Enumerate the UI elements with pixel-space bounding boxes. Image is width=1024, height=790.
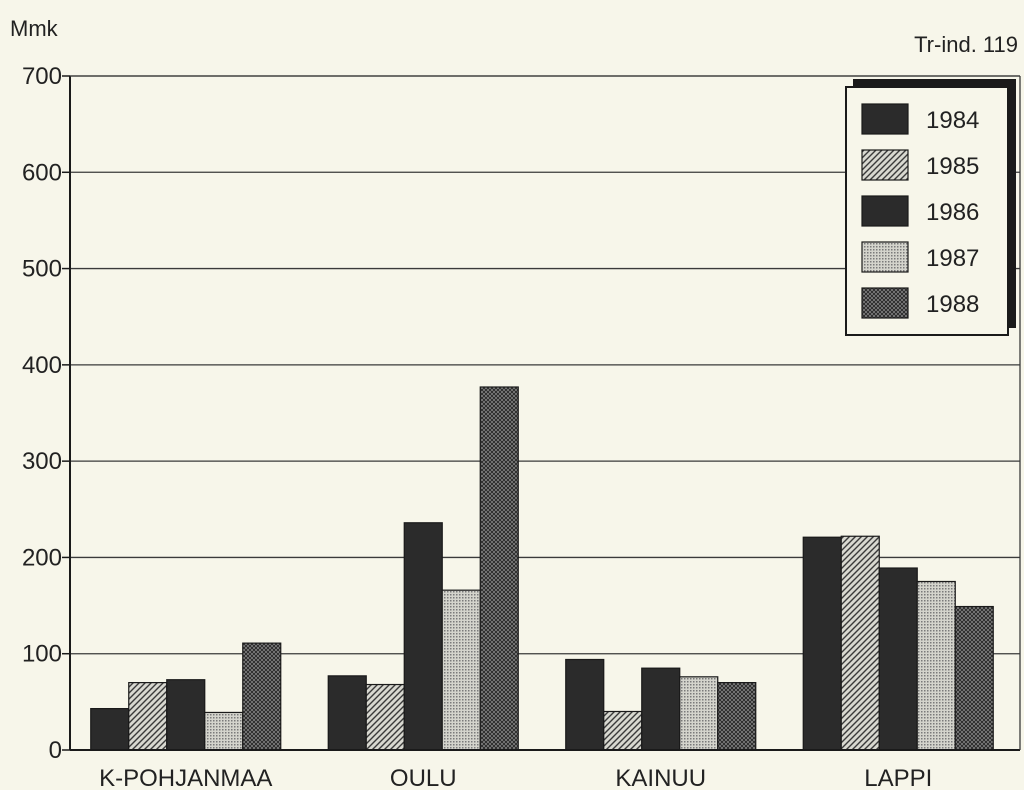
y-tick-label: 100 — [22, 641, 62, 668]
bar-1986-kainuu — [641, 667, 681, 751]
legend-swatch-1988 — [861, 287, 909, 319]
legend-label-1986: 1986 — [926, 199, 979, 226]
legend-label-1984: 1984 — [926, 107, 979, 134]
bar-1987-k-pohjanmaa — [204, 711, 244, 751]
bar-1984-lappi — [802, 536, 842, 751]
bar-1986-lappi — [878, 567, 918, 751]
bar-1985-lappi — [840, 535, 880, 751]
bar-1988-kainuu — [717, 681, 757, 751]
legend-label-1985: 1985 — [926, 153, 979, 180]
legend-swatch-1987 — [861, 241, 909, 273]
bar-1988-k-pohjanmaa — [242, 642, 282, 751]
bar-1984-kainuu — [565, 658, 605, 751]
bar-1987-kainuu — [679, 676, 719, 751]
bar-1986-oulu — [403, 522, 443, 751]
bar-1985-k-pohjanmaa — [128, 681, 168, 751]
x-category-label: K-POHJANMAA — [99, 765, 272, 790]
y-tick-label: 600 — [22, 159, 62, 186]
bar-1985-kainuu — [603, 710, 643, 751]
chart-note: Tr-ind. 119 — [914, 32, 1018, 57]
legend-swatch-1984 — [861, 103, 909, 135]
x-category-label: KAINUU — [615, 765, 706, 790]
bar-1988-oulu — [479, 386, 519, 751]
bar-1987-lappi — [916, 580, 956, 751]
y-axis-unit-label: Mmk — [10, 16, 59, 41]
x-category-label: LAPPI — [864, 765, 932, 790]
y-tick-label: 500 — [22, 256, 62, 283]
legend-swatch-1985 — [861, 149, 909, 181]
bars-layer — [90, 386, 994, 751]
legend-label-1988: 1988 — [926, 291, 979, 318]
y-tick-label: 700 — [22, 63, 62, 90]
legend-items: 1984 1985 1986 1987 1988 — [861, 103, 979, 319]
axis-layer: 0 100 200 300 400 500 600 700 K-POHJANMAA OULU KAI… — [22, 63, 1021, 790]
y-tick-label: 300 — [22, 448, 62, 475]
y-tick-label: 200 — [22, 544, 62, 571]
bar-1984-oulu — [327, 675, 367, 751]
legend: 1984 1985 1986 1987 1988 — [845, 79, 1016, 336]
bar-1985-oulu — [365, 683, 405, 751]
bar-1987-oulu — [441, 589, 481, 751]
y-tick-label: 400 — [22, 352, 62, 379]
legend-swatch-1986 — [861, 195, 909, 227]
bar-1984-k-pohjanmaa — [90, 707, 130, 751]
legend-label-1987: 1987 — [926, 245, 979, 272]
bar-1986-k-pohjanmaa — [166, 679, 206, 751]
bar-1988-lappi — [954, 605, 994, 751]
y-tick-label: 0 — [49, 737, 62, 764]
x-category-label: OULU — [390, 765, 457, 790]
